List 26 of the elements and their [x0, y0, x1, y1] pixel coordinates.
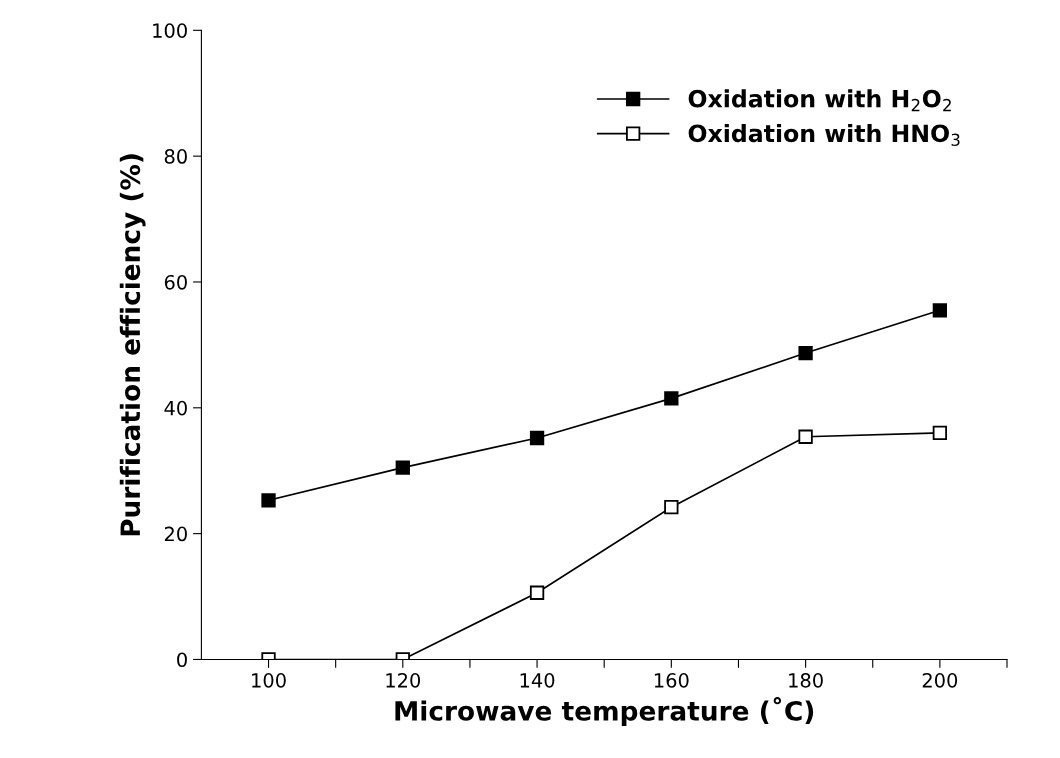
point: [932, 425, 948, 441]
x-tick-label: 140: [520, 673, 555, 688]
x-tick-label: 160: [654, 673, 689, 688]
y-axis-title: Purification efficiency (%): [119, 154, 146, 536]
x-tick-label: 180: [789, 673, 823, 688]
point: [395, 460, 410, 475]
point: [529, 585, 545, 600]
y-tick-label: 0: [177, 652, 187, 668]
legend-label: Oxidation with H$_{2}$O$_{2}$: [688, 89, 951, 112]
point: [261, 493, 276, 508]
x-tick-label: 100: [252, 673, 286, 688]
x-axis-title: Microwave temperature (˚C): [395, 697, 814, 726]
point: [664, 391, 679, 406]
x-tick-label: 120: [386, 673, 421, 688]
y-tick-label: 20: [164, 526, 187, 542]
point: [798, 345, 813, 361]
y-tick-label: 100: [153, 23, 187, 38]
y-tick-label: 60: [164, 274, 187, 290]
legend-label: Oxidation with HNO$_{3}$: [688, 123, 960, 147]
point: [798, 429, 813, 444]
point: [529, 430, 545, 446]
point: [932, 303, 948, 318]
y-tick-label: 80: [164, 149, 187, 164]
point: [664, 500, 679, 515]
y-tick-label: 40: [164, 400, 187, 416]
x-tick-label: 200: [922, 673, 958, 688]
